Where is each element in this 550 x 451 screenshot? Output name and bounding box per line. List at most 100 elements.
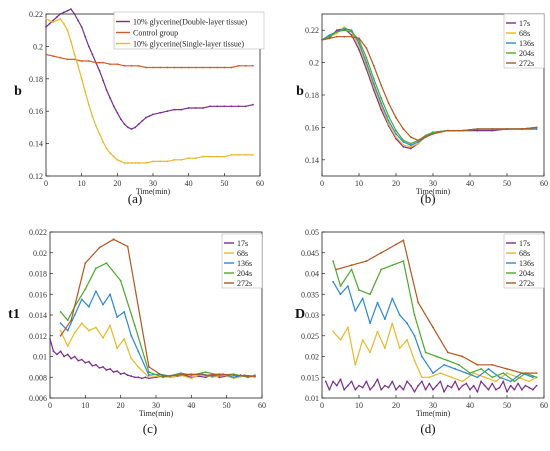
panel-1-panel-label: (a) (128, 191, 142, 206)
panel-4-series-5-point (417, 301, 420, 304)
panel-1-series-1-point (102, 79, 104, 82)
panel-3-series-1-point (126, 374, 129, 377)
panel-1-series-2-point (209, 66, 212, 69)
panel-4-series-3-point (391, 297, 394, 300)
panel-1-series-1-point (173, 108, 176, 111)
panel-2-series-5-point (335, 35, 338, 38)
panel-4-series-2-point (506, 372, 508, 374)
panel-4-series-1-point (483, 384, 486, 387)
panel-4-legend-label-3: 136s (519, 259, 534, 268)
panel-4-xtick-label: 0 (320, 401, 324, 410)
panel-2-series-3-point (417, 141, 420, 143)
panel-3-series-1-point (119, 373, 122, 375)
panel-2-series-5-point (395, 116, 397, 119)
panel-4-series-1-point (384, 384, 386, 387)
panel-3-series-5-point (162, 375, 165, 378)
panel-3-series-2-point (130, 357, 133, 360)
panel-4-series-4-point (339, 285, 342, 287)
panel-1-series-3-point (230, 154, 233, 156)
panel-3-series-2-point (148, 376, 150, 379)
panel-4-series-1-point (391, 380, 394, 383)
panel-4-legend-label-1: 17s (519, 239, 530, 248)
panel-3-series-1-point (116, 370, 118, 372)
panel-1-series-1-point (148, 115, 151, 117)
panel-4-series-3-point (339, 293, 342, 296)
panel-4-series-1-point (461, 384, 464, 387)
panel-2-series-3-point (328, 34, 331, 36)
panel-4-series-1-point (506, 390, 508, 393)
panel-3-series-3-point (59, 322, 62, 325)
panel-3-ytick-label: 0.006 (29, 394, 47, 403)
panel-4-series-2-point (406, 339, 408, 341)
panel-1-xtick-label: 60 (256, 179, 264, 188)
panel-1-series-2-point (237, 64, 240, 67)
panel-3-series-3-point (109, 293, 111, 296)
panel-1-ytick-label: 0.14 (29, 140, 43, 149)
panel-2-legend-label-3: 136s (519, 39, 534, 48)
panel-1-series-1-point (98, 69, 101, 72)
panel-2-series-5-point (520, 128, 523, 130)
panel-1-series-1-point (216, 105, 219, 108)
panel-3-series-1-point (66, 353, 69, 356)
panel-3-series-1-point (141, 377, 143, 380)
panel-1-ytick-label: 0.18 (29, 75, 43, 84)
panel-1-series-3-point (244, 154, 247, 156)
panel-4-series-1-point (458, 388, 460, 391)
panel-1-series-2-point (137, 64, 140, 67)
panel-1-series-3-point (45, 18, 47, 20)
panel-3-series-1-point (102, 366, 104, 368)
panel-4-series-4-point (369, 293, 371, 296)
panel-3-series-3-point (88, 305, 90, 308)
panel-4-panel-label: (d) (420, 421, 435, 436)
panel-1-series-1-point (87, 45, 90, 48)
panel-3-xtick-label: 20 (117, 401, 125, 410)
panel-2-series-1-point (350, 34, 353, 36)
panel-2-series-5-point (506, 128, 508, 130)
panel-2-series-3-point (380, 102, 383, 104)
panel-4-series-5-point (446, 351, 449, 354)
panel-4-series-2-point (495, 380, 497, 383)
panel-1-series-2-point (244, 64, 247, 67)
panel-3-ytick-label: 0.022 (29, 228, 47, 237)
panel-4-series-line-2 (332, 322, 537, 382)
panel-4-series-1-point (487, 388, 490, 391)
panel-1-series-1-point (159, 111, 162, 114)
panel-4-series-1-point (495, 388, 497, 391)
panel-3-series-2-point (59, 329, 62, 332)
panel-1-series-2-point (159, 66, 162, 69)
panel-4-xtick-label: 50 (503, 401, 511, 410)
panel-4-series-1-point (517, 382, 519, 385)
panel-4-series-1-point (398, 384, 401, 387)
panel-2-series-1-point (476, 129, 479, 132)
panel-2-series-5-point (402, 128, 405, 130)
panel-4-series-3-point (432, 372, 434, 374)
panel-2-series-3-point (409, 144, 412, 147)
panel-1-legend-label-2: Control group (133, 29, 178, 38)
panel-4-series-1-point (358, 384, 360, 387)
panel-4-series-3-point (476, 376, 479, 379)
panel-4-series-1-point (350, 380, 353, 383)
panel-2-series-4-point (372, 77, 375, 80)
panel-4-series-2-point (354, 363, 357, 366)
panel-1-series-3-point (159, 160, 162, 163)
panel-2-series-2-point (402, 144, 405, 147)
panel-2-series-3-point (372, 82, 375, 85)
panel-1-xtick-label: 0 (44, 179, 48, 188)
panel-1-ytick-label: 0.16 (29, 107, 43, 116)
panel-1-series-1-point (62, 11, 65, 14)
panel-2-series-4-point (365, 56, 368, 59)
panel-4-series-line-4 (332, 260, 537, 382)
panel-4-series-3-point (376, 301, 379, 304)
panel-4-series-4-point (480, 368, 482, 370)
panel-3-series-3-point (211, 375, 214, 378)
panel-4-series-1-point (406, 380, 408, 383)
panel-3-series-5-point (126, 245, 129, 248)
panel-4-series-3-point (509, 380, 512, 383)
panel-1-series-2-point (52, 55, 54, 57)
panel-3-legend-label-5: 272s (237, 279, 252, 288)
panel-3-series-3-point (116, 316, 118, 318)
panel-3-series-1-point (77, 359, 80, 362)
panel-2-series-1-point (380, 108, 383, 111)
panel-4-series-3-point (354, 310, 357, 312)
panel-4-series-4-point (350, 268, 353, 271)
